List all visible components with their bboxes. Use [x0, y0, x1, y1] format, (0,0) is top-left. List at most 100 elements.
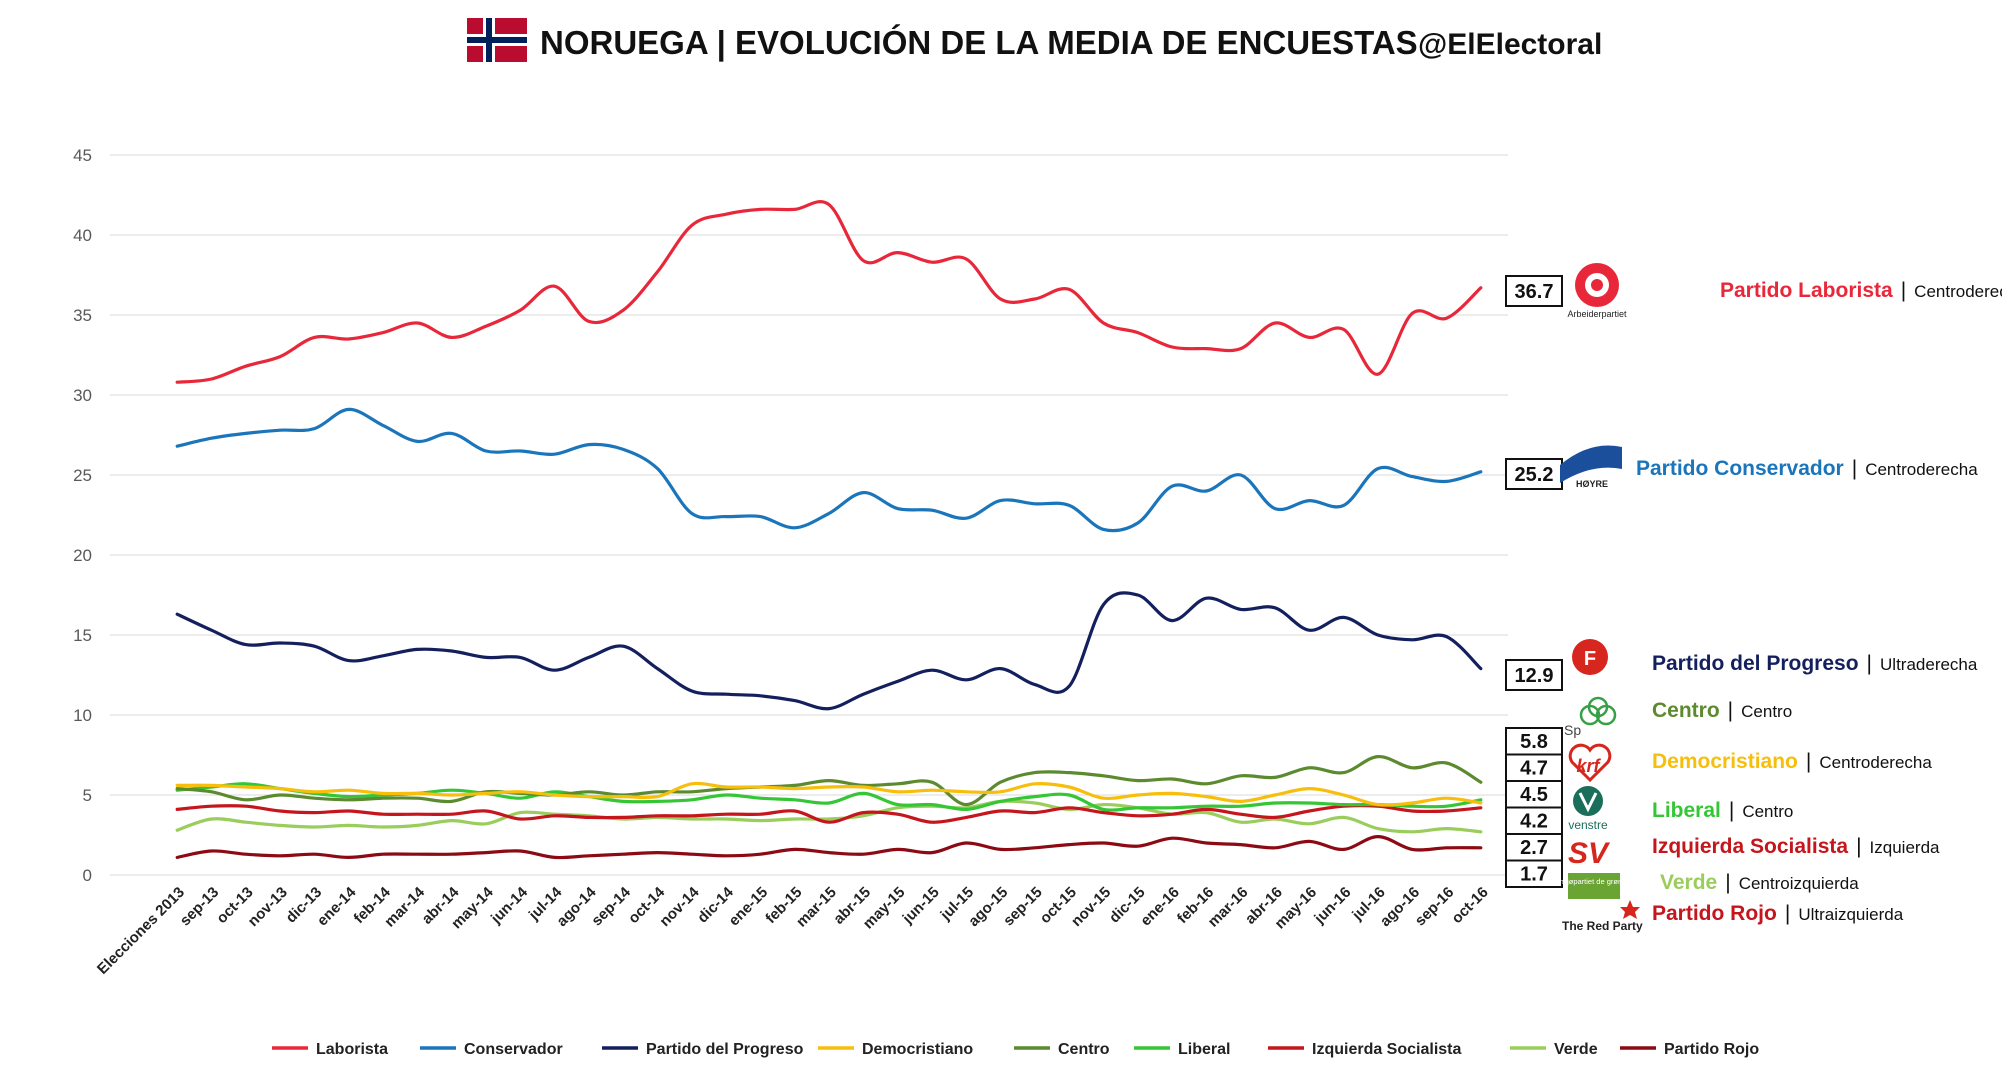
legend-label: Izquierda Socialista [1312, 1041, 1461, 1058]
x-tick-label: Elecciones 2013 [94, 884, 188, 978]
end-value-label: 25.2 [1515, 464, 1554, 486]
party-name: Izquierda Socialista | Izquierda [1652, 835, 1940, 858]
y-tick-label: 5 [83, 786, 92, 805]
venstre-v [1578, 792, 1598, 813]
end-value-label: 2.7 [1520, 837, 1548, 859]
y-tick-label: 35 [73, 306, 92, 325]
end-value-box [1505, 753, 1563, 782]
x-tick-label: nov-13 [245, 884, 291, 930]
x-tick-label: sep-15 [1000, 884, 1046, 930]
party-row: Arbeiderpartiet Partido Laborista | Centrod… [1567, 263, 2002, 319]
x-axis: Elecciones 2013sep-13oct-13nov-13dic-13e… [94, 883, 1492, 977]
party-name: Partido del Progreso | Ultraderecha [1652, 652, 1978, 675]
party-separator: | [1856, 835, 1861, 858]
party-name: Partido Rojo | Ultraizquierda [1652, 902, 1904, 925]
gridlines [110, 154, 1508, 876]
legend-label: Democristiano [862, 1041, 973, 1058]
heart-shape [1568, 743, 1612, 783]
clover-leaf [1595, 704, 1617, 726]
party-list: Arbeiderpartiet Partido Laborista | Centrod… [1558, 263, 2002, 933]
party-ideology: Centroderecha [1914, 282, 2002, 301]
party-row: miljøpartiet de grønne Verde | Centroizquie… [1558, 871, 1859, 899]
party-name-label: Verde [1660, 871, 1717, 894]
y-tick-label: 20 [73, 546, 92, 565]
wave-shape [1560, 445, 1622, 483]
logo-caption: SV [1568, 837, 1611, 870]
author-handle: @ElElectoral [1418, 28, 1602, 61]
party-name-label: Partido del Progreso [1652, 652, 1859, 675]
legend-label: Centro [1058, 1041, 1110, 1058]
legend-label: Partido del Progreso [646, 1041, 804, 1058]
series-line-democristiano [175, 781, 1483, 807]
end-value-box [1505, 659, 1563, 691]
series-line-izquierda-socialista [175, 804, 1483, 824]
party-ideology: Izquierda [1870, 838, 1940, 857]
x-tick-label: ene-14 [314, 883, 360, 929]
legend-label: Conservador [464, 1041, 563, 1058]
mdg-logo-icon: miljøpartiet de grønne [1558, 873, 1631, 899]
end-value-box [1505, 275, 1563, 307]
end-labels: 36.7 25.2 12.9 5.8 4.7 4.5 4.2 2.7 1.7 [1505, 275, 1563, 888]
party-separator: | [1728, 699, 1733, 722]
logo-caption: The Red Party [1562, 919, 1643, 933]
party-row: Sp Centro | Centro [1564, 696, 1792, 738]
norway-flag-icon [467, 18, 527, 62]
end-value-label: 4.7 [1520, 758, 1548, 780]
logo-caption: Sp [1564, 722, 1581, 738]
party-name-label: Partido Laborista [1720, 279, 1893, 302]
party-ideology: Ultraderecha [1880, 655, 1978, 674]
party-name-label: Democristiano [1652, 750, 1798, 773]
x-tick-label: oct-16 [1448, 884, 1491, 927]
party-separator: | [1867, 652, 1872, 675]
logo-caption: venstre [1568, 818, 1608, 832]
series-line-partido-del-progreso [175, 591, 1483, 711]
party-ideology: Centroderecha [1819, 753, 1932, 772]
x-tick-label: ene-16 [1137, 884, 1183, 930]
party-row: venstre Liberal | Centro [1568, 786, 1793, 832]
legend-label: Partido Rojo [1664, 1041, 1759, 1058]
party-separator: | [1729, 799, 1734, 822]
x-tick-label: ene-15 [726, 884, 772, 930]
party-name-label: Liberal [1652, 799, 1721, 822]
series-line-centro [175, 754, 1483, 807]
party-separator: | [1806, 750, 1811, 773]
series-line-laborista [175, 200, 1483, 384]
party-row: krf Democristiano | Centroderecha [1568, 743, 1932, 783]
party-name: Democristiano | Centroderecha [1652, 750, 1932, 773]
x-tick-label: jun-15 [899, 884, 943, 928]
party-separator: | [1725, 871, 1730, 894]
party-name: Partido Conservador | Centroderecha [1636, 457, 1978, 480]
legend-label: Liberal [1178, 1041, 1230, 1058]
party-row: HØYRE Partido Conservador | Centroderecha [1560, 445, 1978, 489]
y-tick-label: 40 [73, 226, 92, 245]
chart-title: NORUEGA | EVOLUCIÓN DE LA MEDIA DE ENCUE… [540, 24, 1418, 61]
party-name: Partido Laborista | Centroderecha [1720, 279, 2002, 302]
rose-shape [1591, 279, 1603, 291]
krf-logo-icon: krf [1568, 743, 1612, 783]
party-name-label: Partido Conservador [1636, 457, 1844, 480]
party-ideology: Centroderecha [1865, 460, 1978, 479]
y-tick-label: 25 [73, 466, 92, 485]
party-name-label: Izquierda Socialista [1652, 835, 1848, 858]
party-separator: | [1785, 902, 1790, 925]
mdg-box [1568, 873, 1620, 899]
party-separator: | [1852, 457, 1857, 480]
apple-shape [1572, 639, 1608, 675]
end-value-box [1505, 859, 1563, 888]
logo-caption: miljøpartiet de grønne [1558, 877, 1631, 886]
logo-caption: Arbeiderpartiet [1567, 309, 1627, 319]
party-row: SV Izquierda Socialista | Izquierda [1568, 835, 1940, 870]
sv-logo-icon: SV [1568, 837, 1611, 870]
party-ideology: Centro [1741, 702, 1792, 721]
party-name: Centro | Centro [1652, 699, 1792, 722]
party-name-label: Partido Rojo [1652, 902, 1777, 925]
y-tick-label: 15 [73, 626, 92, 645]
end-value-box [1505, 727, 1563, 756]
red-party-logo-icon: The Red Party [1562, 900, 1643, 933]
y-tick-label: 30 [73, 386, 92, 405]
y-tick-label: 45 [73, 146, 92, 165]
y-tick-label: 0 [83, 866, 92, 885]
series-line-conservador [175, 407, 1483, 533]
x-tick-label: jun-14 [487, 883, 531, 927]
end-value-label: 12.9 [1515, 665, 1554, 687]
